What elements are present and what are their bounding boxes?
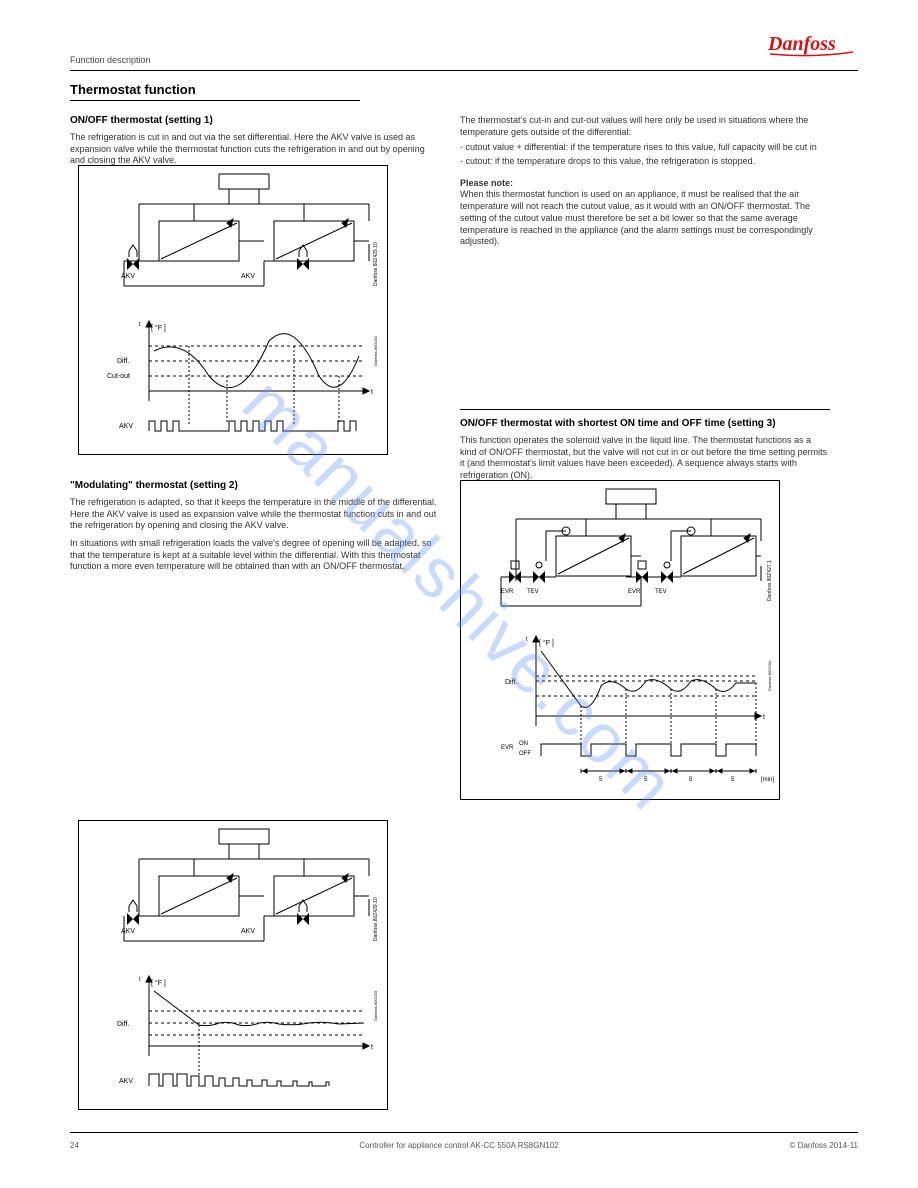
- diagram-1: AKV AKV Danfoss 80Z429.10: [78, 165, 388, 455]
- header-meta: Function description: [70, 55, 151, 65]
- svg-text:t: t: [139, 977, 141, 983]
- svg-text:5: 5: [644, 777, 648, 783]
- label-akv: AKV: [121, 273, 135, 280]
- svg-text:Danfoss 80Z429.10: Danfoss 80Z429.10: [373, 897, 379, 941]
- svg-text:Danfoss 80G033: Danfoss 80G033: [373, 990, 378, 1021]
- sub2r-note-title: Please note:: [460, 178, 830, 190]
- svg-text:5: 5: [689, 777, 693, 783]
- svg-text:ON: ON: [519, 741, 528, 747]
- svg-text:[ °F ]: [ °F ]: [151, 979, 166, 987]
- svg-text:EVR: EVR: [501, 745, 514, 751]
- svg-text:Danfoss 80Z429.10: Danfoss 80Z429.10: [373, 242, 379, 286]
- diagram-2: AKV AKV Danfoss 80Z429.10: [78, 820, 388, 1110]
- footer-doc: Controller for appliance control AK-CC 5…: [0, 1141, 918, 1150]
- diagram-3: EVR TEV EVR TEV: [460, 480, 780, 800]
- svg-text:EVR: EVR: [628, 589, 641, 595]
- svg-text:AKV: AKV: [119, 423, 133, 430]
- svg-text:5: 5: [599, 777, 603, 783]
- header-divider: [70, 70, 858, 71]
- svg-text:[ °F ]: [ °F ]: [539, 639, 554, 647]
- sub2r-text2: - cutout value + differential: if the te…: [460, 142, 830, 154]
- svg-text:5: 5: [731, 777, 735, 783]
- footer-copyright: © Danfoss 2014-11: [790, 1141, 858, 1150]
- sub2-title: "Modulating" thermostat (setting 2): [70, 480, 440, 491]
- svg-text:t: t: [526, 637, 528, 643]
- svg-text:Danfoss 80Z427.1: Danfoss 80Z427.1: [767, 560, 773, 601]
- svg-text:t: t: [371, 389, 373, 396]
- svg-text:[min]: [min]: [761, 777, 774, 783]
- svg-text:Danfoss 80G034: Danfoss 80G034: [767, 660, 772, 691]
- svg-text:Danfoss 80G032: Danfoss 80G032: [373, 335, 378, 366]
- svg-text:AKV: AKV: [241, 928, 255, 935]
- svg-text:Danfoss: Danfoss: [768, 33, 836, 55]
- svg-text:t: t: [763, 714, 765, 721]
- svg-text:Diff.: Diff.: [117, 1021, 129, 1028]
- section-title: Thermostat function: [70, 82, 196, 97]
- svg-text:EVR: EVR: [501, 589, 514, 595]
- svg-text:t: t: [139, 322, 141, 328]
- sub2r-note-text: When this thermostat function is used on…: [460, 189, 830, 247]
- svg-text:TEV: TEV: [527, 589, 539, 595]
- svg-text:Cut-out: Cut-out: [107, 373, 130, 380]
- svg-text:Diff.: Diff.: [505, 679, 517, 686]
- sub3-title: ON/OFF thermostat with shortest ON time …: [460, 418, 830, 429]
- sub1-text: The refrigeration is cut in and out via …: [70, 132, 440, 167]
- sub3-text: This function operates the solenoid valv…: [460, 435, 830, 482]
- sub2-text1: The refrigeration is adapted, so that it…: [70, 497, 440, 532]
- sub1-title: ON/OFF thermostat (setting 1): [70, 115, 440, 126]
- footer-divider: [70, 1132, 858, 1133]
- sub2r-text3: - cutout: if the temperature drops to th…: [460, 156, 830, 168]
- svg-text:TEV: TEV: [655, 589, 667, 595]
- sub2-text2: In situations with small refrigeration l…: [70, 538, 440, 573]
- sub3-divider: [460, 409, 830, 410]
- svg-text:OFF: OFF: [519, 751, 531, 757]
- svg-text:Diff.: Diff.: [117, 358, 129, 365]
- svg-text:AKV: AKV: [241, 273, 255, 280]
- svg-text:[ °F ]: [ °F ]: [151, 324, 166, 332]
- section-underline: [70, 100, 360, 101]
- svg-text:AKV: AKV: [119, 1078, 133, 1085]
- svg-text:AKV: AKV: [121, 928, 135, 935]
- sub2r-text1: The thermostat's cut-in and cut-out valu…: [460, 115, 830, 138]
- brand-logo: Danfoss: [768, 30, 858, 60]
- svg-text:t: t: [371, 1044, 373, 1051]
